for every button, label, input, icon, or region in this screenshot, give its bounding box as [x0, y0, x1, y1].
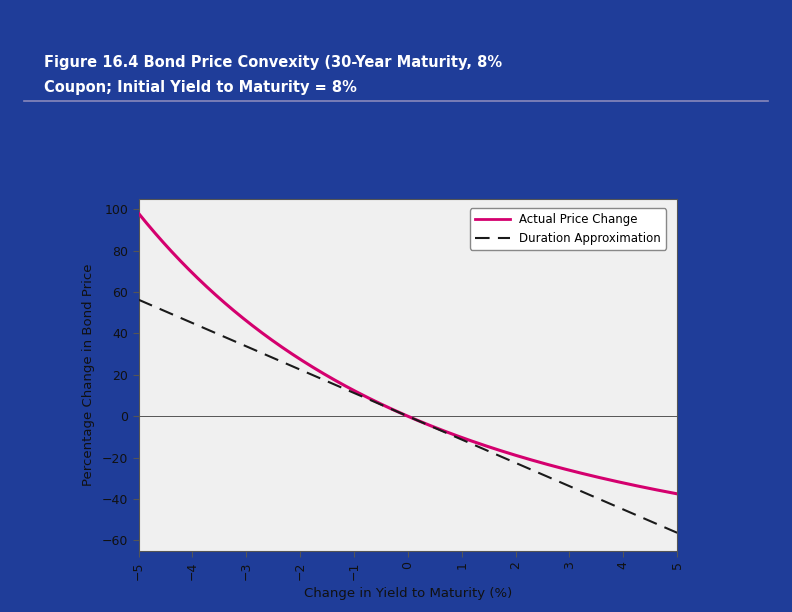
X-axis label: Change in Yield to Maturity (%): Change in Yield to Maturity (%): [304, 587, 512, 600]
Text: Coupon; Initial Yield to Maturity = 8%: Coupon; Initial Yield to Maturity = 8%: [44, 80, 356, 95]
Legend: Actual Price Change, Duration Approximation: Actual Price Change, Duration Approximat…: [470, 208, 666, 250]
Text: Figure 16.4 Bond Price Convexity (30-Year Maturity, 8%: Figure 16.4 Bond Price Convexity (30-Yea…: [44, 55, 501, 70]
Y-axis label: Percentage Change in Bond Price: Percentage Change in Bond Price: [82, 264, 95, 486]
